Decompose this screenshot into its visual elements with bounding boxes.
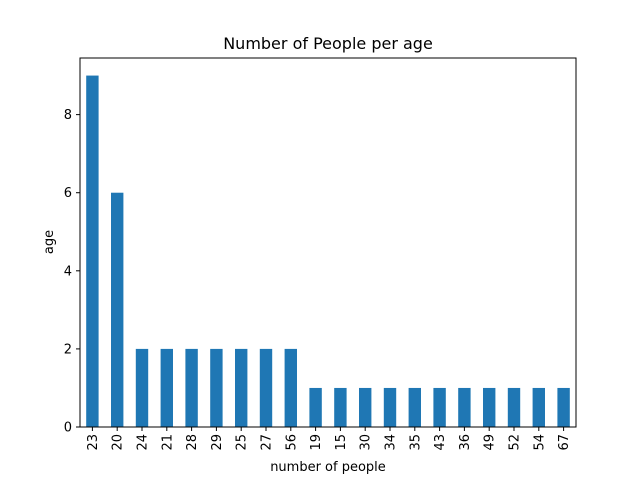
x-tick-label: 56 [284,434,299,451]
x-tick-label: 54 [532,434,547,451]
bar-36 [458,387,471,427]
x-tick-label: 36 [458,434,473,451]
x-tick-label: 49 [483,434,498,451]
chart-title: Number of People per age [223,34,433,53]
bar-series [86,75,570,427]
bar-30 [359,387,372,427]
bar-29 [210,348,223,427]
bar-34 [383,387,397,427]
x-tick-label: 19 [309,434,324,451]
x-tick-label: 35 [408,434,423,451]
bar-67 [557,387,570,427]
x-tick-label: 24 [136,434,151,451]
bar-54 [532,387,545,427]
x-tick-label: 29 [210,434,225,451]
x-tick-label: 15 [334,434,349,451]
y-axis-title: age [42,230,57,254]
x-tick-label: 23 [86,434,101,451]
y-tick-label: 2 [64,342,72,357]
x-tick-label: 67 [557,434,572,451]
bar-35 [408,387,421,427]
bar-19 [309,387,322,427]
bar-20 [111,192,124,427]
plot-frame [79,57,577,428]
x-tick-label: 34 [384,434,399,451]
y-tick-label: 8 [64,108,72,123]
bar-25 [235,348,248,427]
bar-23 [86,75,99,427]
bar-49 [483,387,496,427]
bar-15 [334,387,347,427]
x-tick-label: 20 [111,434,126,451]
x-axis: 23 20 24 21 28 29 25 27 56 19 15 30 34 35 43 36 49 52 54 67 [86,427,572,451]
bar-28 [185,348,198,427]
bar-24 [135,348,149,427]
x-tick-label: 43 [433,434,448,451]
bar-27 [259,348,273,427]
x-tick-label: 52 [508,434,523,451]
bar-52 [507,387,521,427]
x-tick-label: 21 [160,434,175,451]
x-tick-label: 27 [260,434,275,451]
y-tick-label: 6 [64,186,72,201]
x-axis-title: number of people [270,460,386,475]
bar-56 [284,348,297,427]
x-tick-label: 28 [185,434,200,451]
bar-21 [160,348,173,427]
y-tick-label: 4 [64,264,72,279]
x-tick-label: 30 [359,434,374,451]
y-tick-label: 0 [64,421,72,436]
bar-43 [433,387,446,427]
x-tick-label: 25 [235,434,250,451]
y-axis: 0 2 4 6 8 [64,108,80,436]
